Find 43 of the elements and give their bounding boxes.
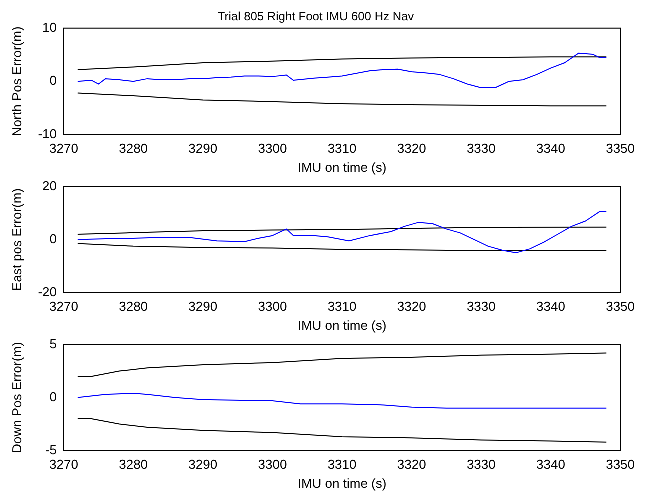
x-axis-title: IMU on time (s) <box>298 476 387 491</box>
y-tick-label: 10 <box>42 20 57 35</box>
x-tick-label: 3290 <box>188 141 218 156</box>
x-tick-label: 3350 <box>606 299 635 314</box>
x-tick-label: 3330 <box>466 299 496 314</box>
y-axis-title: North Pos Error(m) <box>9 26 24 136</box>
x-tick-label: 3310 <box>328 141 357 156</box>
x-tick-label: 3300 <box>258 457 288 472</box>
x-axis-title: IMU on time (s) <box>298 160 387 175</box>
x-tick-label: 3330 <box>466 457 496 472</box>
x-tick-label: 3320 <box>397 141 426 156</box>
y-tick-label: -20 <box>38 284 57 300</box>
x-tick-label: 3300 <box>258 141 288 156</box>
x-tick-label: 3350 <box>606 141 635 156</box>
x-axis-title: IMU on time (s) <box>298 318 387 333</box>
y-tick-label: 0 <box>50 73 57 88</box>
x-tick-label: 3330 <box>466 141 496 156</box>
x-tick-label: 3290 <box>188 457 218 472</box>
x-tick-label: 3320 <box>397 457 426 472</box>
y-tick-label: 20 <box>42 178 57 194</box>
y-tick-label: -10 <box>38 126 57 142</box>
x-tick-label: 3310 <box>328 457 357 472</box>
x-tick-label: 3320 <box>397 299 426 314</box>
x-tick-label: 3340 <box>536 141 566 156</box>
x-tick-label: 3270 <box>50 141 78 156</box>
x-tick-label: 3310 <box>328 299 357 314</box>
y-tick-label: -5 <box>45 442 57 458</box>
x-tick-label: 3280 <box>119 457 148 472</box>
x-tick-label: 3270 <box>50 457 78 472</box>
y-tick-label: 0 <box>50 231 57 246</box>
x-tick-label: 3290 <box>188 299 218 314</box>
x-tick-label: 3270 <box>50 299 78 314</box>
y-tick-label: 0 <box>50 389 57 404</box>
x-tick-label: 3350 <box>606 457 635 472</box>
y-axis-title: East pos Error(m) <box>9 188 24 292</box>
y-tick-label: 5 <box>50 336 57 352</box>
y-axis-title: Down Pos Error(m) <box>9 342 24 454</box>
x-tick-label: 3340 <box>536 457 566 472</box>
x-tick-label: 3280 <box>119 141 148 156</box>
x-tick-label: 3340 <box>536 299 566 314</box>
x-tick-label: 3280 <box>119 299 148 314</box>
chart-title: Trial 805 Right Foot IMU 600 Hz Nav <box>218 10 414 24</box>
x-tick-label: 3300 <box>258 299 288 314</box>
